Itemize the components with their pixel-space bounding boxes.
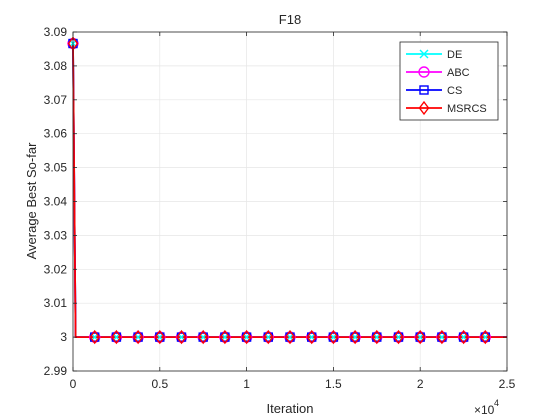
y-tick-label: 3.07 [44,93,68,107]
legend-label-cs: CS [447,85,462,97]
series-marker-msrcs [241,329,252,345]
legend-label-de: DE [447,49,462,61]
series-marker-msrcs [393,329,404,345]
series-marker-msrcs [284,329,296,345]
axis-ticks: 0 0.5 1 1.5 2 2.5 2.99 3 3.01 3.02 3.03 3.04 3.05 3.0… [44,25,516,391]
legend-marker-msrcs [418,100,430,116]
series-marker-msrcs [479,329,491,345]
y-tick-label: 3.08 [44,59,68,73]
series-markers [67,36,491,345]
series-marker-msrcs [219,329,231,345]
y-tick-label: 3.01 [44,296,68,310]
legend: DE ABC CS MSRCS [399,41,499,121]
series-marker-msrcs [132,329,144,345]
series-marker-msrcs [197,329,209,345]
series-marker-msrcs [176,329,187,345]
series-marker-msrcs [371,329,383,345]
series-marker-msrcs [306,329,318,345]
legend-label-msrcs: MSRCS [447,103,487,115]
series-marker-msrcs [349,329,361,345]
series-marker-msrcs [458,329,469,345]
y-tick-label: 3.03 [44,228,68,242]
series-marker-msrcs [154,329,166,345]
x-tick-label: 2.5 [499,377,516,391]
legend-label-abc: ABC [447,67,470,79]
x-exponent-power: 4 [494,398,499,408]
x-tick-label: 1.5 [325,377,342,391]
series-marker-msrcs [436,329,448,345]
x-tick-label: 2 [417,377,424,391]
x-exponent-base: ×10 [474,403,495,417]
y-axis-label: Average Best So-far [24,142,39,259]
y-tick-label: 3.06 [44,127,68,141]
y-tick-label: 3.04 [44,195,68,209]
legend-marker-cs [419,85,429,95]
legend-box [399,41,499,121]
legend-marker-abc [418,66,430,78]
series-marker-msrcs [414,329,426,345]
y-tick-label: 3.09 [44,25,68,39]
series-marker-msrcs [89,329,101,345]
x-tick-label: 0 [70,377,77,391]
legend-marker-de [419,49,429,59]
series-marker-msrcs [328,329,339,345]
chart-title: F18 [279,12,301,27]
y-tick-label: 3.05 [44,161,68,175]
y-tick-label: 3 [60,330,67,344]
x-tick-label: 0.5 [151,377,168,391]
y-tick-label: 2.99 [44,364,68,378]
x-tick-label: 1 [243,377,250,391]
x-axis-label: Iteration [267,401,314,416]
series-marker-msrcs [262,329,274,345]
y-tick-label: 3.02 [44,262,68,276]
series-marker-msrcs [111,329,122,345]
